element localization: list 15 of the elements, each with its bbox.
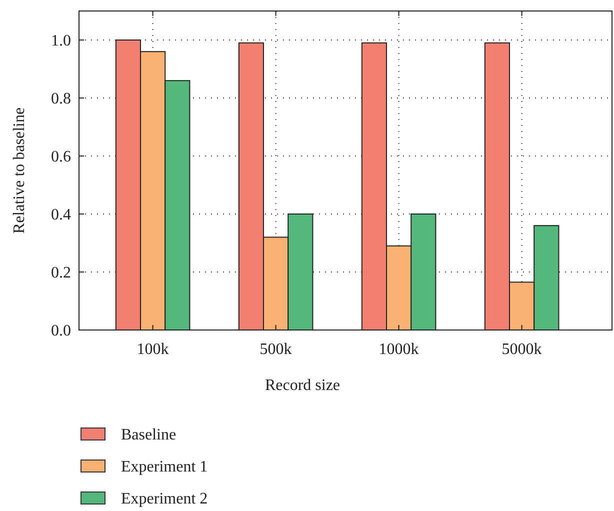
y-tick-label: 0.4 xyxy=(51,206,71,224)
legend-label: Experiment 2 xyxy=(121,490,208,508)
x-axis-title: Record size xyxy=(264,377,340,394)
y-tick-label: 0.2 xyxy=(51,264,71,282)
y-axis-title: Relative to baseline xyxy=(11,107,28,234)
y-tick-label: 0.0 xyxy=(51,322,71,340)
legend-label: Experiment 1 xyxy=(121,458,208,476)
x-tick-label: 1000k xyxy=(378,341,419,358)
x-tick-label: 5000k xyxy=(502,341,542,358)
y-tick-label: 0.8 xyxy=(51,90,71,108)
legend-label: Baseline xyxy=(121,426,176,444)
x-tick-label: 500k xyxy=(260,341,292,358)
y-tick-label: 1.0 xyxy=(51,32,71,50)
x-tick-label: 100k xyxy=(136,341,169,358)
y-tick-label: 0.6 xyxy=(51,148,71,166)
